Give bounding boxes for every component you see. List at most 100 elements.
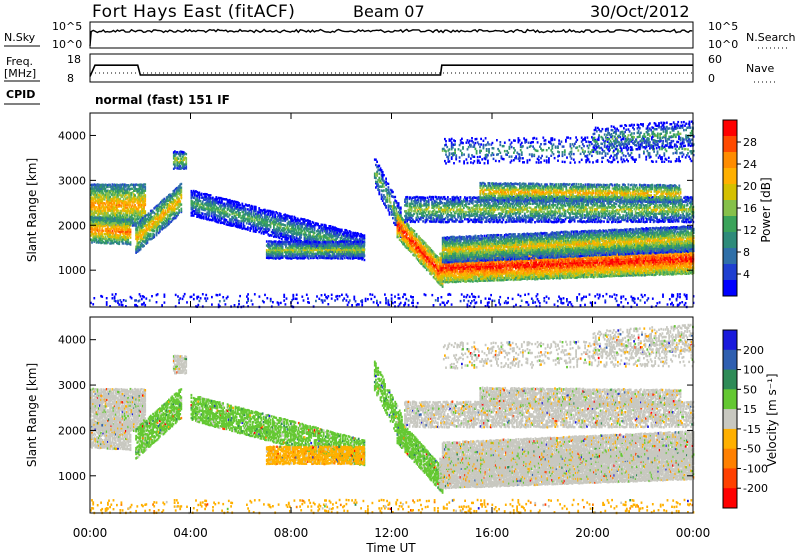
power-point bbox=[314, 232, 316, 234]
power-point bbox=[240, 222, 242, 224]
station-title: Fort Hays East (fitACF) bbox=[92, 2, 295, 22]
power-point bbox=[177, 158, 179, 160]
power-point bbox=[382, 178, 384, 180]
power-point bbox=[144, 186, 146, 188]
power-point bbox=[144, 194, 146, 196]
power-point bbox=[293, 236, 295, 238]
power-point bbox=[143, 192, 145, 194]
power-point bbox=[255, 206, 257, 208]
power-point bbox=[159, 230, 161, 232]
power-point bbox=[107, 212, 109, 214]
power-point bbox=[254, 222, 256, 224]
power-point bbox=[442, 286, 444, 288]
power-point bbox=[331, 232, 333, 234]
power-point bbox=[118, 241, 120, 243]
power-point bbox=[239, 214, 241, 216]
power-point bbox=[306, 234, 308, 236]
power-point bbox=[209, 213, 211, 215]
power-point bbox=[309, 220, 311, 222]
freq-line bbox=[90, 65, 693, 76]
power-point bbox=[284, 224, 286, 226]
power-point bbox=[246, 222, 248, 224]
power-point bbox=[325, 225, 327, 227]
power-point bbox=[343, 251, 345, 253]
power-point bbox=[392, 191, 394, 193]
power-point bbox=[392, 217, 394, 219]
power-point bbox=[363, 253, 365, 255]
power-point bbox=[363, 249, 365, 251]
power-point bbox=[389, 211, 391, 213]
power-point bbox=[341, 244, 343, 246]
power-point bbox=[248, 220, 250, 222]
power-point bbox=[185, 157, 187, 159]
power-point bbox=[384, 203, 386, 205]
power-point bbox=[390, 201, 392, 203]
power-point bbox=[202, 213, 204, 215]
power-point bbox=[135, 224, 137, 226]
power-point bbox=[313, 222, 315, 224]
power-point bbox=[227, 213, 229, 215]
power-point bbox=[338, 243, 340, 245]
freq-left-tick-high: 18 bbox=[67, 53, 81, 66]
power-point bbox=[279, 237, 281, 239]
power-point bbox=[397, 212, 399, 214]
power-point bbox=[395, 210, 397, 212]
power-point bbox=[321, 249, 323, 251]
freq-right-label: Nave bbox=[746, 62, 774, 75]
power-point bbox=[250, 211, 252, 213]
power-point bbox=[238, 220, 240, 222]
cpid-value: normal (fast) 151 IF bbox=[95, 93, 230, 107]
power-point bbox=[178, 209, 180, 211]
power-point bbox=[108, 194, 110, 196]
power-point bbox=[276, 212, 278, 214]
power-point bbox=[250, 227, 252, 229]
power-point bbox=[134, 204, 136, 206]
power-point bbox=[350, 231, 352, 233]
power-point bbox=[249, 230, 251, 232]
power-point bbox=[291, 215, 293, 217]
power-point bbox=[164, 206, 166, 208]
power-point bbox=[252, 216, 254, 218]
power-point bbox=[342, 257, 344, 259]
power-point bbox=[402, 219, 404, 221]
power-point bbox=[229, 214, 231, 216]
power-point bbox=[388, 189, 390, 191]
power-point bbox=[211, 215, 213, 217]
noise-right-tick-low: 10^0 bbox=[708, 38, 738, 51]
noise-left-label: N.Sky bbox=[4, 31, 36, 44]
beam-title: Beam 07 bbox=[353, 2, 425, 21]
power-point bbox=[295, 217, 297, 219]
power-point bbox=[310, 245, 312, 247]
power-point bbox=[185, 165, 187, 167]
power-point bbox=[178, 198, 180, 200]
power-point bbox=[376, 161, 378, 163]
power-point bbox=[363, 245, 365, 247]
power-point bbox=[250, 213, 252, 215]
power-point bbox=[140, 248, 142, 250]
noise-left-tick-high: 10^5 bbox=[52, 20, 82, 33]
power-point bbox=[383, 174, 385, 176]
power-point bbox=[234, 203, 236, 205]
power-point bbox=[296, 229, 298, 231]
power-point bbox=[144, 183, 146, 185]
power-point bbox=[143, 245, 145, 247]
power-point bbox=[212, 197, 214, 199]
power-point bbox=[178, 211, 180, 213]
power-point bbox=[472, 280, 474, 282]
noise-line bbox=[90, 30, 692, 47]
power-point bbox=[388, 186, 390, 188]
power-point bbox=[269, 247, 271, 249]
power-point bbox=[162, 209, 164, 211]
power-point bbox=[105, 188, 107, 190]
freq-series bbox=[90, 65, 693, 76]
power-point bbox=[375, 177, 377, 179]
power-point bbox=[378, 165, 380, 167]
power-point bbox=[352, 253, 354, 255]
power-point bbox=[138, 208, 140, 210]
power-point bbox=[267, 218, 269, 220]
power-point bbox=[388, 209, 390, 211]
power-point bbox=[377, 183, 379, 185]
